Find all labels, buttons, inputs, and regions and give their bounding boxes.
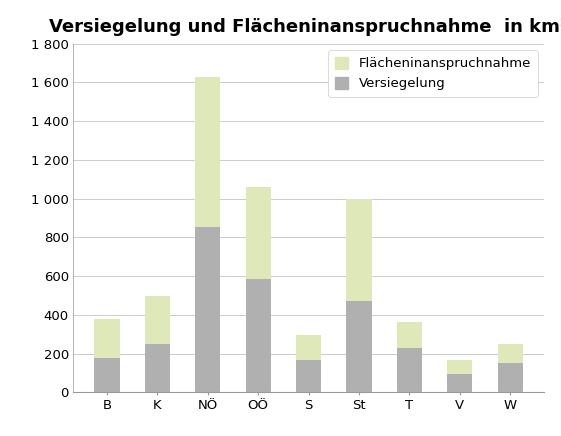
Bar [94, 358, 119, 392]
Bar [397, 348, 422, 392]
Bar [145, 344, 170, 392]
Bar [296, 361, 321, 392]
Bar [195, 227, 220, 392]
Bar [498, 363, 523, 392]
Bar [447, 361, 472, 374]
Bar [145, 296, 170, 344]
Bar [195, 77, 220, 227]
Bar [397, 322, 422, 348]
Bar [296, 335, 321, 361]
Bar [246, 187, 271, 279]
Title: Versiegelung und Flächeninanspruchnahme  in km²: Versiegelung und Flächeninanspruchnahme … [49, 18, 561, 37]
Legend: Flächeninanspruchnahme, Versiegelung: Flächeninanspruchnahme, Versiegelung [328, 50, 537, 97]
Bar [94, 319, 119, 358]
Bar [498, 344, 523, 363]
Bar [447, 374, 472, 392]
Bar [346, 301, 371, 392]
Bar [246, 279, 271, 392]
Bar [346, 199, 371, 301]
